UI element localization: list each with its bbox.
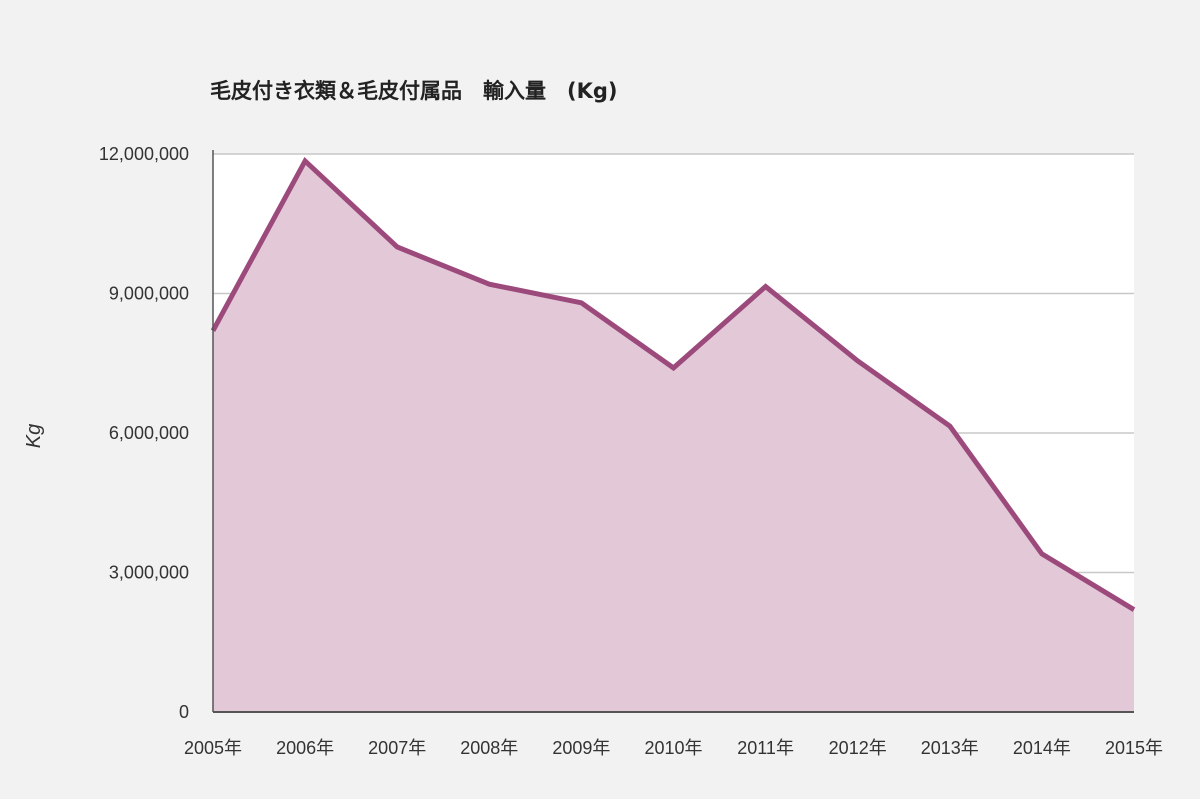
x-tick-label: 2015年 [1105, 738, 1163, 758]
x-tick-label: 2009年 [552, 738, 610, 758]
x-tick-label: 2005年 [184, 738, 242, 758]
x-tick-label: 2012年 [829, 738, 887, 758]
y-tick-label: 9,000,000 [109, 284, 189, 304]
y-tick-label: 3,000,000 [109, 563, 189, 583]
x-tick-label: 2006年 [276, 738, 334, 758]
axes [212, 150, 1134, 713]
area-fill [213, 160, 1134, 713]
x-tick-label: 2013年 [921, 738, 979, 758]
y-tick-label: 12,000,000 [99, 144, 189, 164]
x-tick-label: 2011年 [737, 738, 794, 758]
x-tick-label: 2010年 [644, 738, 702, 758]
y-tick-label: 6,000,000 [109, 423, 189, 443]
x-tick-label: 2014年 [1013, 738, 1071, 758]
y-tick-labels: 0 3,000,000 6,000,000 9,000,000 12,000,000 [99, 144, 189, 722]
y-tick-label: 0 [179, 702, 189, 722]
x-tick-labels: 2005年 2006年 2007年 2008年 2009年 2010年 2011年 2012年… [184, 738, 1163, 758]
y-axis-label: Kg [23, 424, 45, 448]
chart-title: 毛皮付き衣類＆毛皮付属品 輸入量 (Kg) [210, 79, 618, 103]
x-tick-label: 2007年 [368, 738, 426, 758]
area-series [210, 156, 1136, 713]
x-tick-label: 2008年 [460, 738, 518, 758]
